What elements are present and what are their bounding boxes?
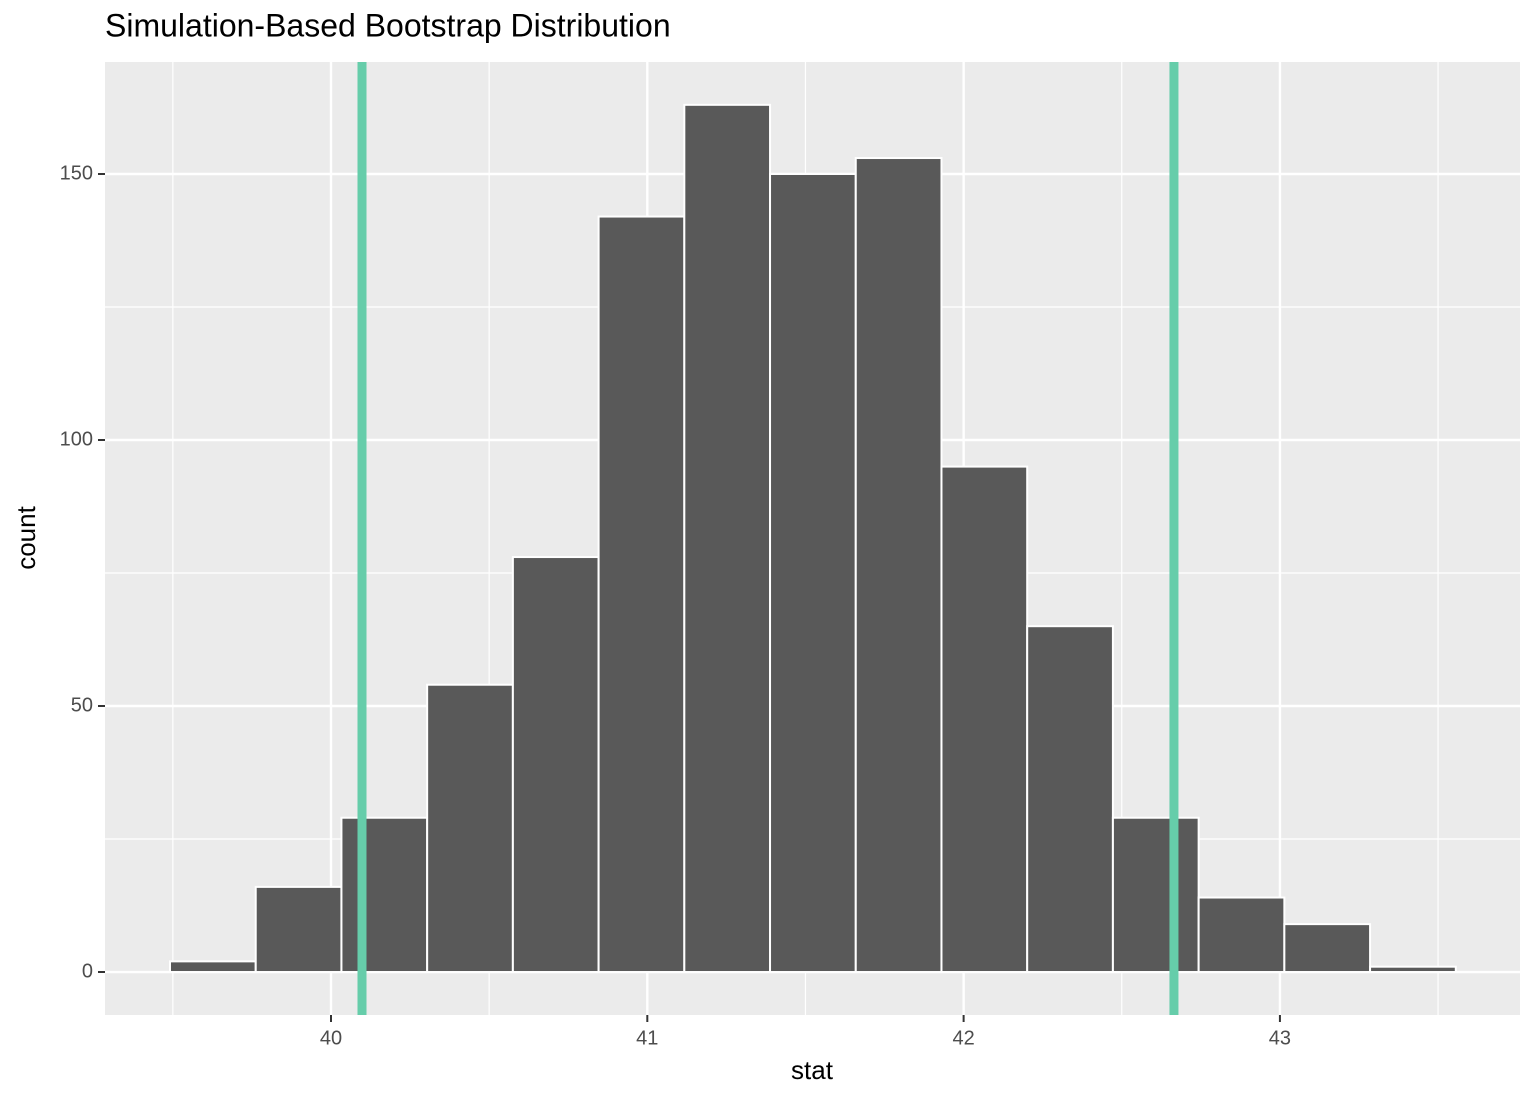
bar bbox=[1197, 896, 1286, 974]
bar bbox=[426, 683, 514, 974]
bar bbox=[597, 215, 686, 974]
x-axis-label: stat bbox=[791, 1055, 834, 1085]
y-tick-label: 150 bbox=[60, 162, 93, 184]
y-tick-label: 50 bbox=[71, 694, 93, 716]
y-axis-label: count bbox=[11, 505, 41, 569]
y-tick-label: 100 bbox=[60, 428, 93, 450]
bar bbox=[683, 103, 772, 974]
bar bbox=[1026, 625, 1114, 974]
bar bbox=[254, 885, 343, 974]
bar bbox=[169, 960, 257, 974]
bar bbox=[769, 172, 857, 974]
bar bbox=[854, 157, 943, 974]
bar bbox=[1369, 965, 1457, 974]
x-tick-label: 43 bbox=[1269, 1027, 1291, 1049]
x-tick-label: 42 bbox=[952, 1027, 974, 1049]
bar bbox=[511, 556, 600, 974]
bar bbox=[940, 465, 1029, 974]
x-tick-label: 40 bbox=[320, 1027, 342, 1049]
y-tick-label: 0 bbox=[82, 960, 93, 982]
chart-title: Simulation-Based Bootstrap Distribution bbox=[105, 7, 671, 43]
bar bbox=[1283, 923, 1372, 974]
bar bbox=[1111, 816, 1200, 974]
x-tick-label: 41 bbox=[636, 1027, 658, 1049]
bar bbox=[340, 816, 429, 974]
